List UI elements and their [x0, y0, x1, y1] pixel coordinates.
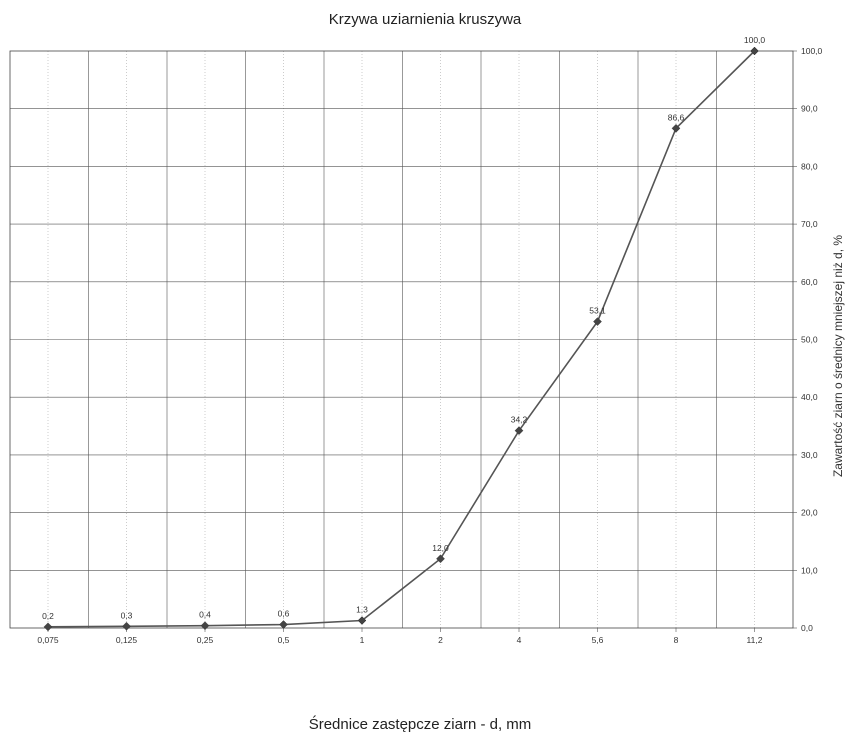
y-tick-label: 30,0 [801, 450, 818, 460]
data-point-marker [593, 317, 602, 326]
x-tick-label: 0,25 [197, 635, 214, 645]
x-tick-label: 8 [674, 635, 679, 645]
data-label: 12,0 [432, 543, 449, 553]
data-label: 0,3 [121, 610, 133, 620]
data-point-marker [279, 620, 288, 629]
y-axis-ticks: 0,0 10,0 20,0 30,0 40,0 50,0 60,0 70,0 80,0 90,0 1… [793, 46, 823, 633]
data-point-marker [671, 123, 681, 133]
data-point-marker [43, 622, 53, 632]
y-tick-label: 10,0 [801, 565, 818, 575]
y-axis-label: Zawartość ziarn o średnicy mniejszej niż… [831, 235, 845, 477]
data-label: 0,2 [42, 611, 54, 621]
y-tick-label: 90,0 [801, 104, 818, 114]
data-point-marker [436, 554, 445, 564]
data-point-marker [514, 426, 524, 436]
x-tick-label: 0,075 [37, 635, 59, 645]
data-label: 86,6 [668, 112, 685, 122]
x-tick-label: 11,2 [747, 635, 763, 645]
data-label: 0,6 [278, 609, 290, 619]
x-axis-ticks: 0,075 0,125 0,25 0,5 1 2 4 5,6 8 11,2 [37, 628, 763, 645]
data-label: 100,0 [744, 35, 766, 45]
data-label: 0,4 [199, 610, 211, 620]
data-point-marker [200, 621, 210, 631]
series-layer: 0,2 0,3 0,4 0,6 1,3 12,0 34,2 53,1 86,6 100,0 [42, 35, 766, 632]
x-tick-label: 0,5 [278, 635, 290, 645]
plot-grid [10, 51, 793, 628]
x-tick-label: 2 [438, 635, 443, 645]
data-point-marker [357, 616, 367, 625]
y-tick-label: 100,0 [801, 46, 823, 56]
chart-title: Krzywa uziarnienia kruszywa [329, 11, 522, 28]
x-tick-label: 5,6 [592, 635, 604, 645]
data-label: 53,1 [589, 306, 606, 316]
y-tick-label: 50,0 [801, 335, 818, 345]
x-tick-label: 0,125 [116, 635, 138, 645]
data-point-marker [750, 46, 759, 56]
y-tick-label: 20,0 [801, 508, 818, 518]
y-tick-label: 40,0 [801, 392, 818, 402]
x-tick-label: 4 [517, 635, 522, 645]
y-tick-label: 70,0 [801, 219, 818, 229]
x-tick-label: 1 [360, 635, 365, 645]
y-tick-label: 80,0 [801, 161, 818, 171]
y-tick-label: 60,0 [801, 277, 818, 287]
x-axis-label: Średnice zastępcze ziarn - d, mm [309, 715, 532, 733]
data-point-marker [122, 621, 131, 631]
y-tick-label: 0,0 [801, 623, 813, 633]
data-label: 1,3 [356, 604, 368, 614]
data-label: 34,2 [511, 415, 528, 425]
series-line [47, 50, 756, 628]
